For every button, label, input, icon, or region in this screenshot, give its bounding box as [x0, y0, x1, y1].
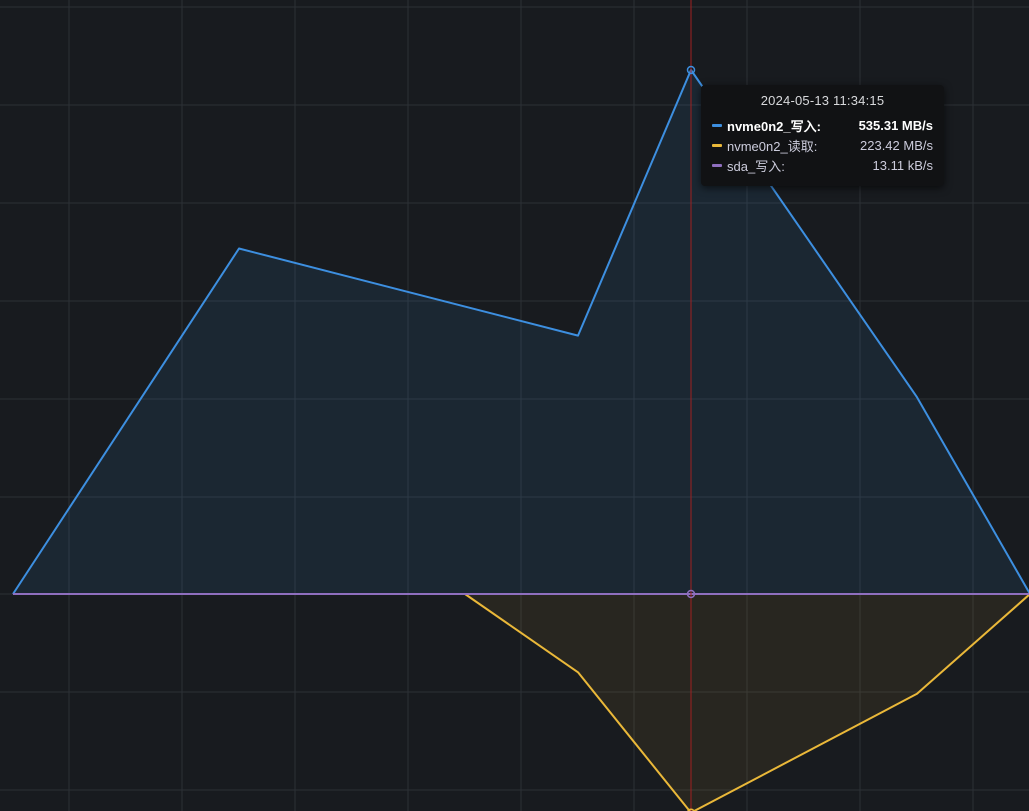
hover-cursor: [686, 0, 696, 811]
tooltip-series-value: 223.42 MB/s: [860, 137, 933, 153]
series-color-swatch: [712, 163, 722, 167]
tooltip-timestamp: 2024-05-13 11:34:15: [760, 93, 885, 108]
tooltip-series-name: nvme0n2_写入:: [727, 118, 821, 134]
cursor-point-0: [686, 65, 696, 75]
series-areas: [13, 70, 1029, 811]
tooltip-series-name: sda_写入:: [727, 158, 785, 174]
series-area-0: [13, 70, 1029, 594]
series-color-swatch: [712, 123, 722, 127]
series-lines: [12, 69, 1029, 811]
hover-tooltip: 2024-05-13 11:34:15 nvme0n2_写入: 535.31 M…: [701, 85, 944, 186]
tooltip-series-name: nvme0n2_读取:: [727, 138, 818, 154]
cursor-point-2: [686, 589, 696, 599]
cursor-point-1: [687, 808, 695, 811]
tooltip-row-sda-write: sda_写入: 13.11 kB/s: [712, 155, 933, 175]
tooltip-row-nvme0n2-read: nvme0n2_读取: 223.42 MB/s: [712, 135, 933, 155]
series-area-1: [13, 594, 1029, 811]
tooltip-row-nvme0n2-write: nvme0n2_写入: 535.31 MB/s: [712, 115, 933, 135]
tooltip-series-value: 13.11 kB/s: [872, 157, 933, 173]
tooltip-series-value: 535.31 MB/s: [858, 117, 933, 133]
series-line-0: [12, 69, 1029, 595]
series-color-swatch: [712, 143, 722, 147]
